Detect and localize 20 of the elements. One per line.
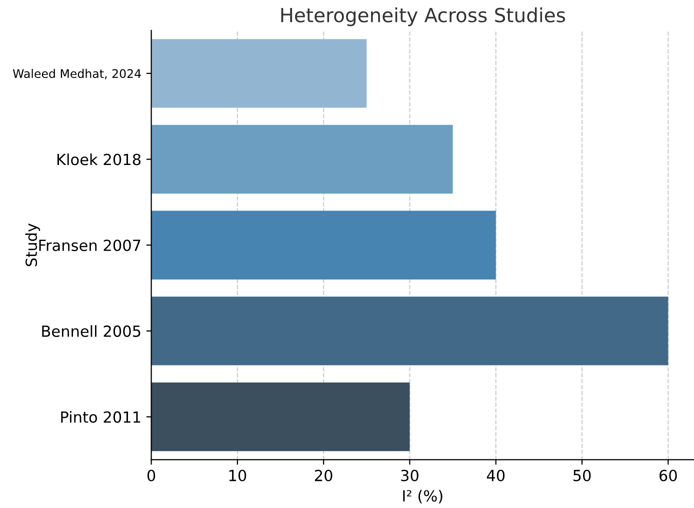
bar <box>151 124 453 194</box>
y-tick-label: Waleed Medhat, 2024 <box>12 68 141 80</box>
y-tick-label: Bennell 2005 <box>42 325 140 337</box>
x-tick-label: 50 <box>573 470 591 482</box>
chart-title: Heterogeneity Across Studies <box>281 7 565 26</box>
x-tick-label: 20 <box>314 470 332 482</box>
x-tick-label: 0 <box>147 470 156 482</box>
bar <box>151 39 367 108</box>
x-tick-label: 10 <box>229 470 246 482</box>
y-tick-label: Pinto 2011 <box>61 411 140 423</box>
y-axis-title: Study <box>25 224 40 266</box>
x-axis-title: I² (%) <box>403 490 442 504</box>
x-tick-label: 60 <box>660 470 677 482</box>
x-tick-label: 30 <box>401 470 418 482</box>
bar <box>151 210 496 280</box>
bar <box>151 296 668 366</box>
y-tick-label: Kloek 2018 <box>57 153 141 166</box>
x-tick-label: 40 <box>486 470 505 482</box>
y-tick-label: Fransen 2007 <box>39 240 140 252</box>
bar <box>151 382 410 452</box>
